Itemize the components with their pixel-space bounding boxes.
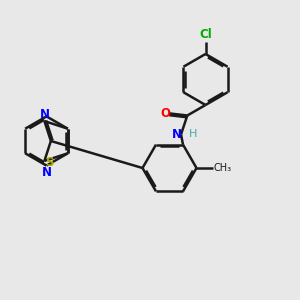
Text: S: S xyxy=(46,156,54,169)
Text: CH₃: CH₃ xyxy=(214,163,232,173)
Text: N: N xyxy=(172,128,182,141)
Text: H: H xyxy=(188,129,197,140)
Text: N: N xyxy=(39,108,50,121)
Text: Cl: Cl xyxy=(199,28,212,40)
Text: O: O xyxy=(160,107,170,120)
Text: N: N xyxy=(41,166,52,179)
